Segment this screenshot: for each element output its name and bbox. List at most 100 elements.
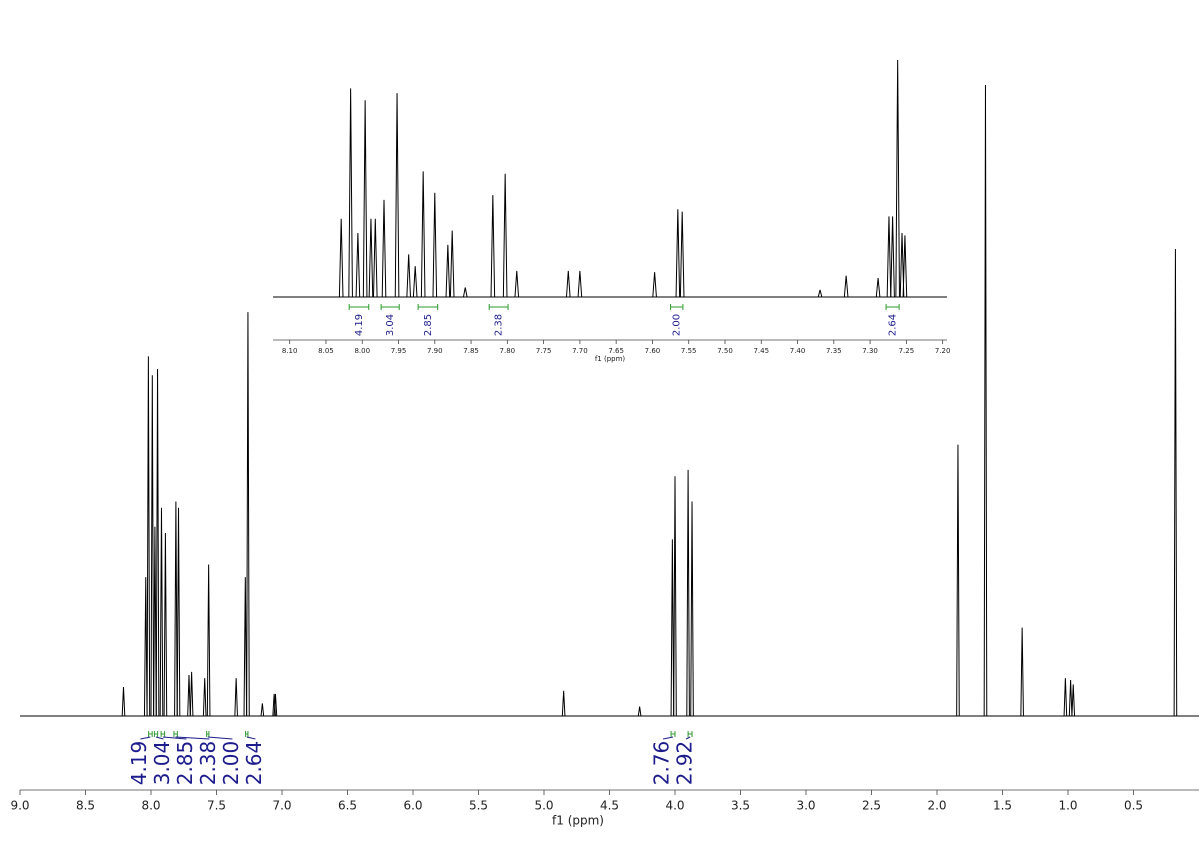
integral-label: 2.92 [673, 741, 697, 786]
peak [449, 230, 455, 298]
x-tick-label: 9.0 [10, 799, 29, 813]
peak [983, 84, 988, 717]
peak [146, 356, 151, 717]
integral-range [488, 304, 509, 310]
integral-range [348, 304, 370, 310]
peak [394, 93, 400, 298]
x-tick-label: 7.90 [427, 347, 443, 355]
integral-label: 4.19 [354, 314, 365, 336]
peak [462, 287, 468, 298]
peak [673, 476, 677, 717]
integral-range [670, 304, 684, 310]
peak [338, 218, 344, 298]
x-axis-title: f1 (ppm) [595, 355, 626, 363]
x-tick-label: 7.70 [572, 347, 588, 355]
integral-label: 2.76 [650, 741, 674, 786]
peak [412, 266, 418, 298]
peak [406, 254, 411, 298]
integral-bracket [246, 736, 256, 740]
peak [176, 507, 181, 717]
integral-bracket [662, 736, 674, 740]
integral-label: 2.38 [196, 741, 220, 786]
peak [234, 678, 238, 717]
x-tick-label: 7.95 [391, 347, 407, 355]
peak [155, 368, 160, 717]
x-tick-label: 8.0 [141, 799, 160, 813]
x-tick-label: 7.40 [790, 347, 806, 355]
x-tick-label: 7.30 [862, 347, 878, 355]
peak [899, 232, 905, 298]
peak [686, 469, 690, 717]
integral-bracket [162, 736, 187, 740]
integral-range [417, 304, 439, 310]
x-tick-label: 8.05 [318, 347, 334, 355]
x-tick-label: 7.50 [717, 347, 733, 355]
peak [150, 375, 155, 717]
x-tick-label: 4.0 [665, 799, 684, 813]
peak [381, 199, 387, 298]
integral-bracket [207, 736, 233, 740]
integral-label: 2.00 [219, 741, 243, 786]
x-tick-label: 2.5 [862, 799, 881, 813]
peak [565, 270, 571, 298]
integral-range [206, 731, 210, 737]
x-tick-label: 1.0 [1058, 799, 1077, 813]
peak [675, 209, 681, 298]
peak [886, 216, 892, 298]
integral-label: 2.64 [888, 314, 899, 336]
peak [246, 312, 250, 717]
x-tick-label: 4.5 [600, 799, 619, 813]
x-tick-label: 7.25 [899, 347, 915, 355]
peak [895, 59, 900, 298]
peak [561, 690, 566, 717]
peak [260, 703, 265, 717]
peak [372, 218, 378, 298]
peak [1071, 684, 1076, 717]
peak [690, 501, 694, 717]
integral-label: 3.04 [150, 741, 174, 786]
x-tick-label: 7.55 [681, 347, 697, 355]
peak [368, 218, 374, 298]
integral-range [153, 731, 159, 737]
x-tick-label: 7.0 [272, 799, 291, 813]
peak [514, 270, 520, 298]
x-tick-label: 7.65 [608, 347, 624, 355]
x-tick-label: 7.20 [935, 347, 951, 355]
x-tick-label: 7.80 [500, 347, 516, 355]
integral-label: 2.64 [242, 741, 266, 786]
x-tick-label: 7.85 [463, 347, 479, 355]
peak [348, 88, 353, 298]
peak [187, 674, 191, 717]
peak [956, 444, 960, 717]
peak [174, 501, 178, 717]
peak [679, 211, 685, 298]
integral-label: 2.00 [672, 314, 683, 336]
x-tick-label: 2.0 [927, 799, 946, 813]
peak [273, 693, 278, 717]
x-tick-label: 5.5 [469, 799, 488, 813]
x-tick-label: 6.0 [403, 799, 422, 813]
integral-range [687, 731, 693, 737]
peak [121, 686, 126, 717]
integral-bracket [685, 736, 691, 740]
x-tick-label: 0.5 [1124, 799, 1143, 813]
x-tick-label: 8.00 [354, 347, 370, 355]
x-tick-label: 7.5 [207, 799, 226, 813]
peak [843, 275, 849, 298]
integral-label: 2.38 [494, 314, 505, 336]
peak [875, 277, 881, 298]
x-tick-label: 7.35 [826, 347, 842, 355]
peak [890, 216, 895, 298]
integral-range [380, 304, 400, 310]
integral-bracket [140, 736, 151, 740]
peak [490, 195, 496, 298]
integral-label: 2.85 [423, 314, 434, 336]
peak [159, 507, 164, 717]
x-tick-label: 6.5 [338, 799, 357, 813]
peak [202, 678, 207, 717]
integral-range [173, 731, 178, 737]
peak [355, 232, 361, 298]
